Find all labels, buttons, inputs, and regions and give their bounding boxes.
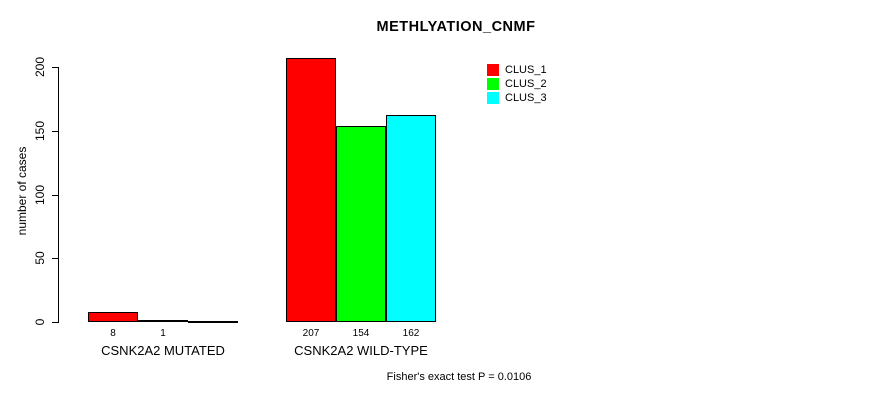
- y-tick-label: 50: [33, 251, 47, 265]
- bar-value-label: 207: [302, 328, 320, 339]
- legend-label: CLUS_1: [505, 64, 547, 76]
- bar-clus_2-group1: [138, 320, 188, 322]
- bar-clus_3-group1: [188, 321, 238, 323]
- y-tick-mark: [52, 258, 59, 260]
- bar-clus_1-group1: [88, 312, 138, 322]
- legend: CLUS_1 CLUS_2 CLUS_3: [487, 63, 547, 105]
- y-tick-label: 100: [33, 184, 47, 205]
- bar-value-label: 154: [352, 328, 370, 339]
- legend-row-clus_3: CLUS_3: [487, 91, 547, 105]
- bar-value-label: 8: [110, 328, 116, 339]
- y-tick-label: 200: [33, 56, 47, 78]
- y-tick-label: 0: [33, 318, 47, 326]
- y-tick-mark: [52, 67, 59, 68]
- bar-clus_1-group2: [286, 58, 336, 322]
- y-tick-label: 150: [33, 120, 47, 141]
- y-tick-mark: [52, 194, 59, 196]
- group-label: CSNK2A2 WILD-TYPE: [294, 343, 428, 358]
- bar-value-label: 162: [402, 328, 420, 339]
- bar-clus_3-group2: [386, 115, 436, 322]
- bar-clus_2-group2: [336, 126, 386, 322]
- legend-swatch-icon: [487, 92, 499, 104]
- legend-label: CLUS_2: [505, 78, 547, 90]
- group-label: CSNK2A2 MUTATED: [101, 343, 225, 358]
- legend-label: CLUS_3: [505, 92, 547, 104]
- y-tick-mark: [52, 322, 59, 323]
- y-axis-label: number of cases: [15, 146, 29, 236]
- legend-row-clus_2: CLUS_2: [487, 77, 547, 91]
- y-tick-mark: [52, 130, 59, 132]
- bar-value-label: 1: [160, 328, 166, 339]
- footnote: Fisher's exact test P = 0.0106: [386, 371, 532, 383]
- chart-title: METHLYATION_CNMF: [376, 19, 536, 35]
- legend-swatch-icon: [487, 78, 499, 90]
- legend-row-clus_1: CLUS_1: [487, 63, 547, 77]
- legend-swatch-icon: [487, 64, 499, 76]
